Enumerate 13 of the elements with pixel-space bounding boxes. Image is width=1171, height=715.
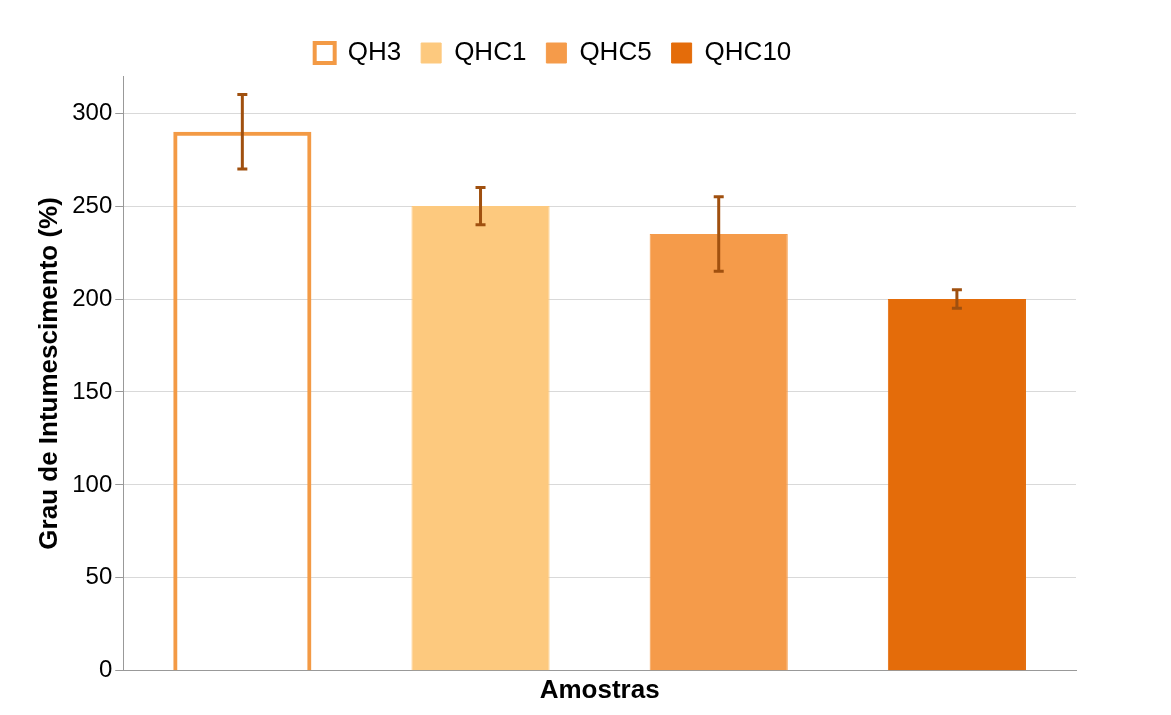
y-tick-label: 150 [72,376,113,404]
y-tick-label: 50 [85,562,113,590]
legend-label: QH3 [347,36,402,67]
y-tick-label: 300 [72,97,113,125]
legend-label: QHC10 [704,36,792,67]
legend-label: QHC1 [454,36,527,67]
y-axis-title: Grau de Intumescimento (%) [32,197,63,550]
y-tick-label: 0 [98,655,113,683]
legend-label: QHC5 [579,36,652,67]
x-axis-title: Amostras [539,673,660,704]
y-tick-label: 100 [72,469,113,497]
y-tick-label: 250 [72,190,113,218]
y-tick-label: 200 [72,283,113,311]
